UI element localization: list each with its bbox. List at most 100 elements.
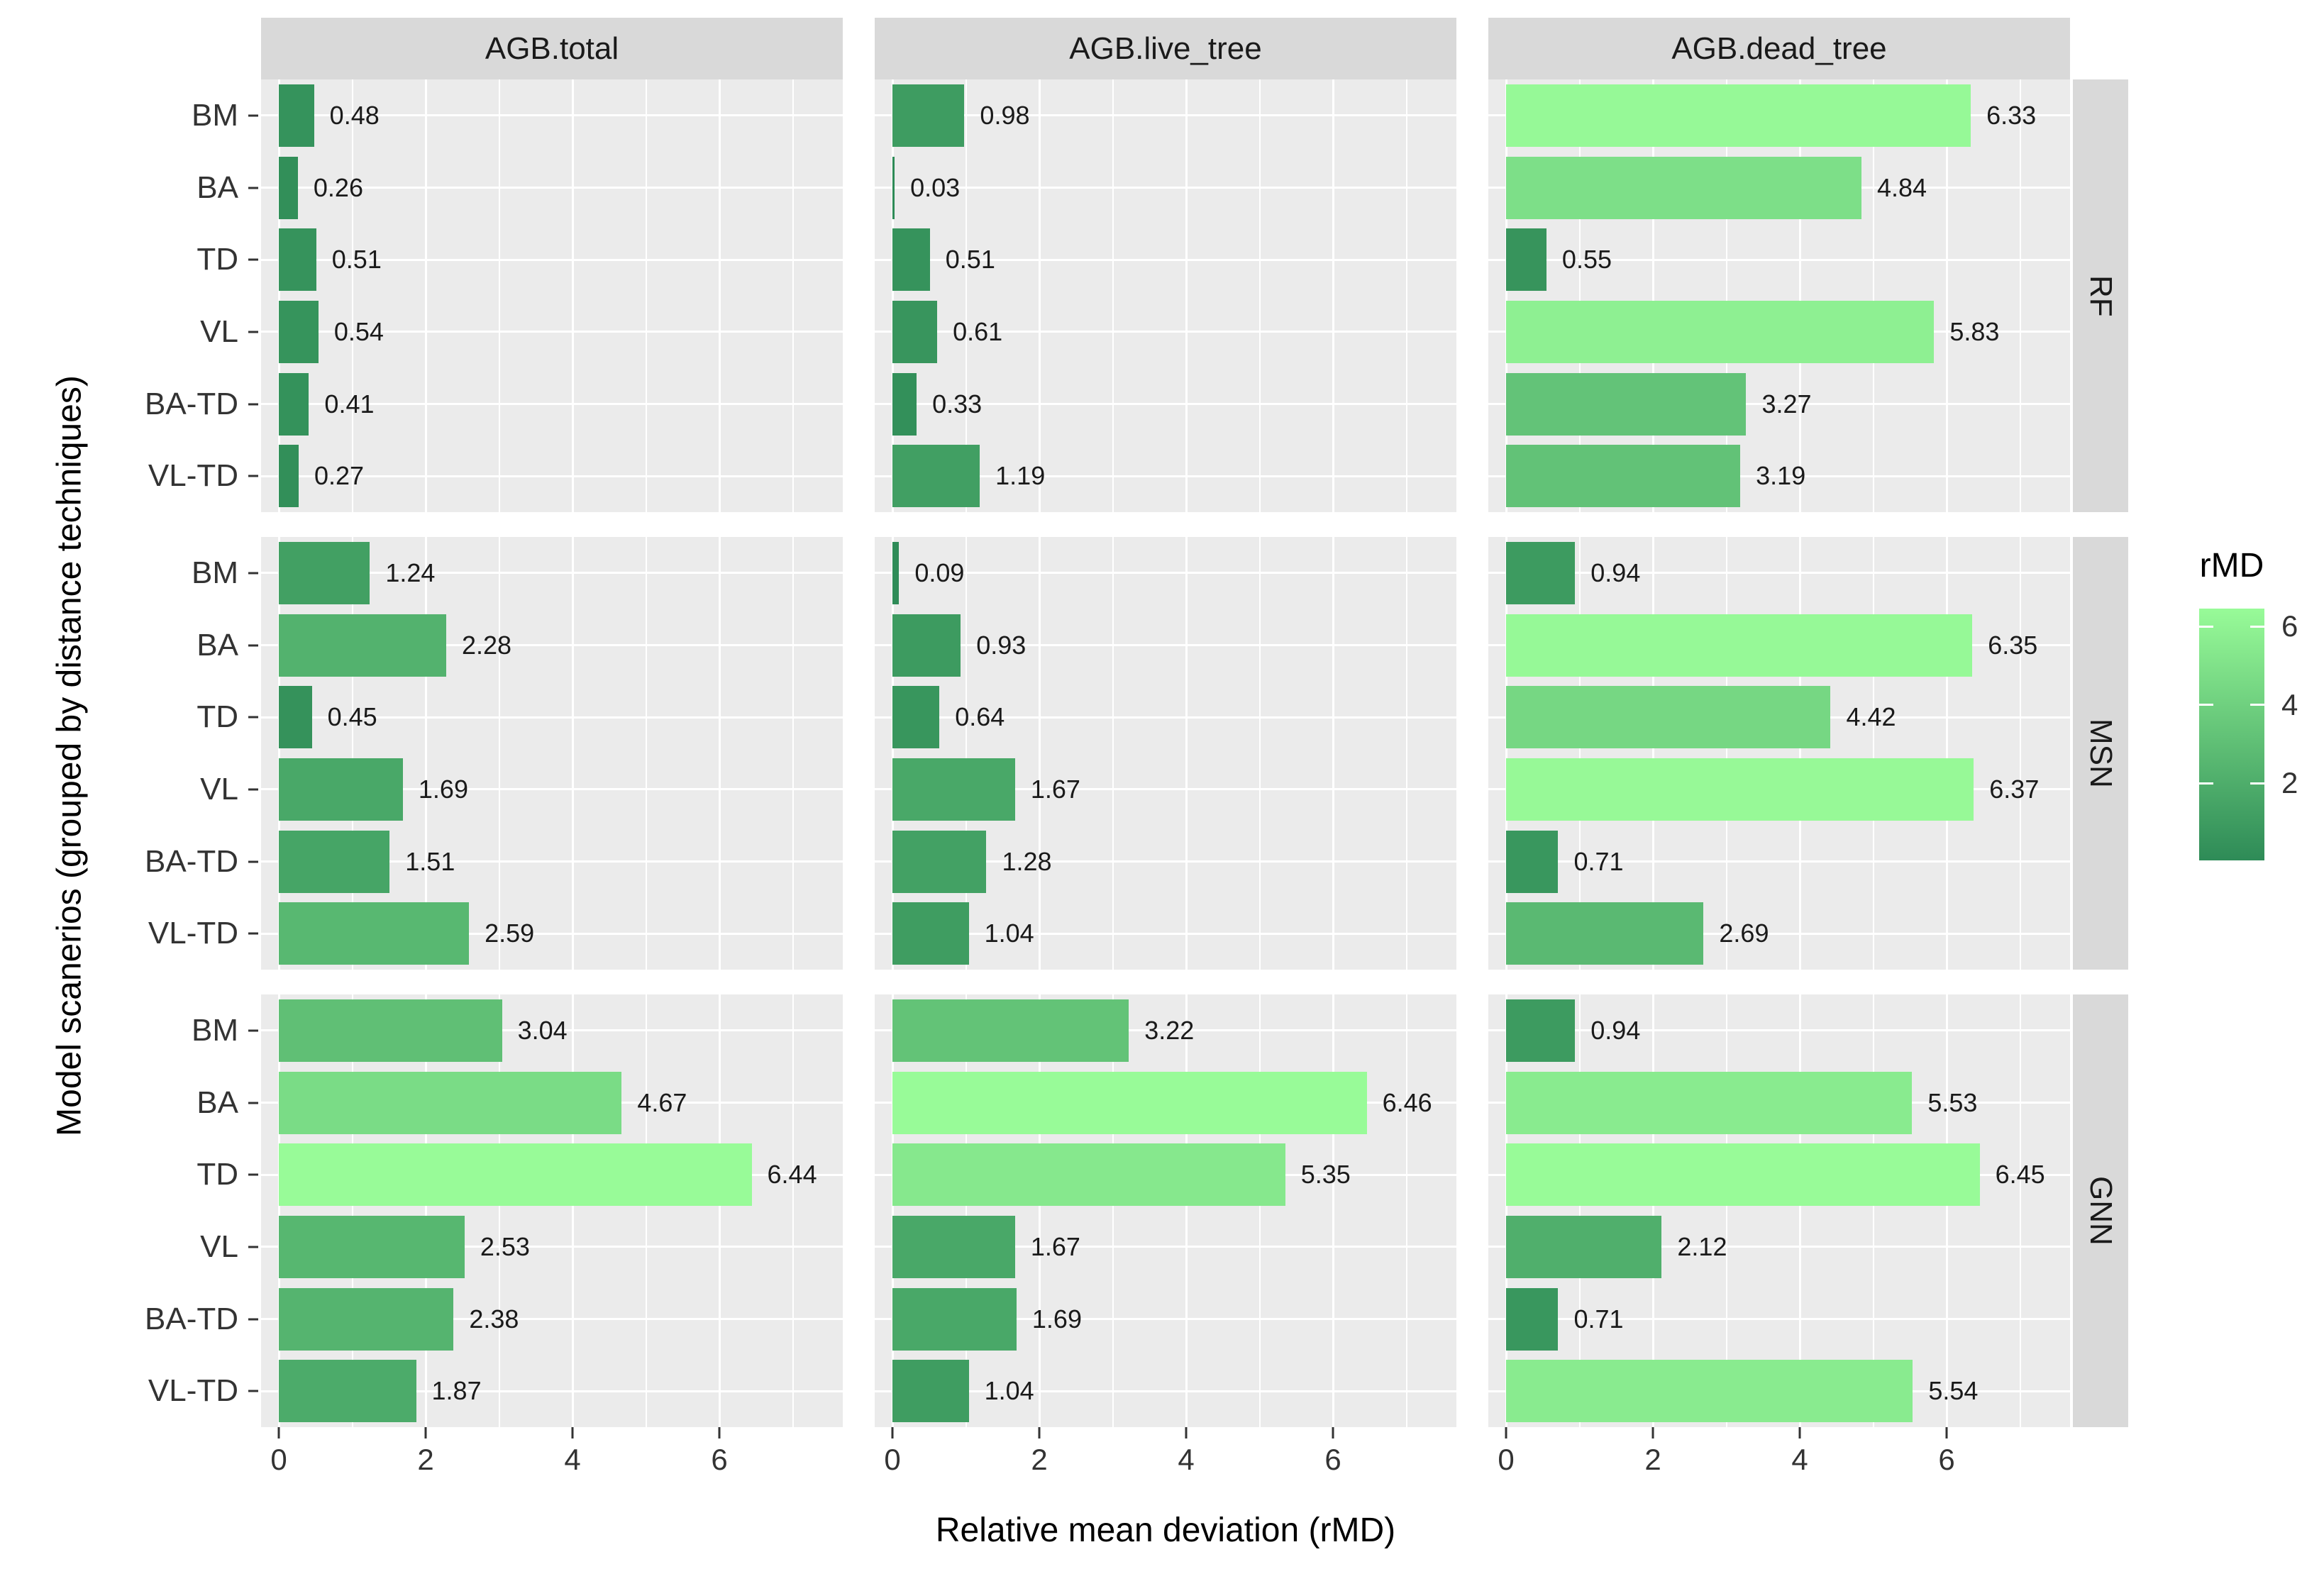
major-gridline [718, 79, 721, 512]
bar-value-label: 2.53 [480, 1231, 530, 1261]
bar-value-label: 0.51 [945, 245, 995, 275]
y-axis-category-label: BA [197, 627, 238, 663]
x-axis-tick-label: 4 [1178, 1443, 1195, 1476]
bar-value-label: 0.71 [1573, 1304, 1624, 1334]
major-gridline [424, 994, 427, 1427]
minor-gridline [1258, 994, 1261, 1427]
bar-value-label: 6.37 [1989, 774, 2040, 804]
x-axis-tick-label: 2 [1031, 1443, 1048, 1476]
category-gridline [261, 788, 843, 791]
bar-value-label: 0.55 [1561, 245, 1612, 275]
legend-tick-mark [2250, 704, 2264, 706]
category-gridline [1488, 258, 2070, 261]
bar [1506, 1360, 1913, 1423]
bar-value-label: 5.35 [1300, 1160, 1351, 1190]
minor-gridline [1112, 994, 1114, 1427]
x-axis-title: Relative mean deviation (rMD) [935, 1512, 1396, 1549]
bar-value-label: 2.69 [1719, 919, 1769, 948]
major-gridline [1038, 537, 1041, 970]
bar [892, 84, 965, 147]
legend-tick-label: 6 [2281, 609, 2298, 643]
bar-value-label: 0.09 [914, 558, 965, 587]
major-gridline [1945, 537, 1948, 970]
y-axis-category-label: VL [200, 314, 238, 349]
x-axis-tick-label: 6 [1938, 1443, 1955, 1476]
minor-gridline [1872, 79, 1874, 512]
y-axis-category-label: BA-TD [145, 386, 238, 421]
legend-tick-mark [2199, 625, 2213, 628]
legend: rMD 6 4 2 [2185, 546, 2324, 887]
bar [279, 541, 370, 604]
category-gridline [261, 572, 843, 575]
category-gridline [261, 187, 843, 189]
category-gridline [1488, 475, 2070, 477]
major-gridline [1185, 537, 1188, 970]
bar-value-label: 0.48 [329, 100, 380, 130]
x-axis-tick-mark [1185, 1427, 1188, 1438]
y-axis-tick-mark [248, 1318, 258, 1320]
bar [892, 1071, 1367, 1134]
bar [279, 1287, 454, 1351]
bar [892, 758, 1015, 821]
facet-column-strip: AGB.dead_tree [1488, 18, 2070, 79]
x-axis-tick-mark [277, 1427, 280, 1438]
bar-value-label: 0.41 [324, 389, 375, 418]
bar [892, 686, 940, 749]
bar-value-label: 0.93 [976, 630, 1027, 660]
category-gridline [261, 644, 843, 646]
facet-panel: 0.98 0.03 0.51 0.61 0.33 1.19 [875, 79, 1456, 512]
legend-tick-mark [2250, 625, 2264, 628]
category-gridline [875, 403, 1456, 405]
bar-value-label: 6.46 [1382, 1087, 1432, 1117]
category-gridline [261, 258, 843, 261]
y-axis-category-label: BA [197, 1085, 238, 1120]
bar-value-label: 0.51 [331, 245, 382, 275]
minor-gridline [1258, 537, 1261, 970]
category-gridline [261, 932, 843, 935]
facet-row-strip: MSN [2073, 537, 2128, 970]
facet-panel: 0.94 5.53 6.45 2.12 0.71 5.54 [1488, 994, 2070, 1427]
category-gridline [261, 1246, 843, 1248]
facet-panel: 0.09 0.93 0.64 1.67 1.28 1.04 [875, 537, 1456, 970]
bar-value-label: 0.33 [932, 389, 983, 418]
bar [1506, 614, 1973, 677]
minor-gridline [1405, 79, 1407, 512]
major-gridline [277, 994, 280, 1427]
facet-panel: 6.33 4.84 0.55 5.83 3.27 3.19 [1488, 79, 2070, 512]
bar [279, 445, 299, 508]
bar [279, 156, 298, 219]
category-gridline [875, 1029, 1456, 1032]
major-gridline [571, 79, 574, 512]
y-axis-category-label: TD [197, 242, 238, 277]
major-gridline [891, 994, 894, 1427]
category-gridline [875, 644, 1456, 646]
minor-gridline [965, 994, 967, 1427]
major-gridline [718, 994, 721, 1427]
bar [279, 902, 470, 965]
major-gridline [891, 79, 894, 512]
facet-column-strip: AGB.live_tree [875, 18, 1456, 79]
bar [1506, 902, 1704, 965]
major-gridline [1945, 79, 1948, 512]
bar-value-label: 1.24 [385, 558, 436, 587]
bar [279, 1143, 752, 1207]
y-axis-tick-mark [248, 475, 258, 477]
legend-tick-mark [2199, 782, 2213, 785]
facet-panel: 0.48 0.26 0.51 0.54 0.41 0.27 [261, 79, 843, 512]
bar [892, 999, 1129, 1062]
major-gridline [1038, 79, 1041, 512]
major-gridline [1332, 537, 1334, 970]
category-gridline [261, 716, 843, 719]
minor-gridline [1578, 994, 1581, 1427]
y-axis-tick-mark [248, 644, 258, 646]
bar [892, 902, 969, 965]
y-axis-tick-mark [248, 860, 258, 863]
y-axis-tick-mark [248, 258, 258, 261]
minor-gridline [792, 994, 794, 1427]
bar [1506, 1287, 1559, 1351]
bar-value-label: 4.67 [637, 1087, 687, 1117]
x-axis-tick-label: 2 [1644, 1443, 1661, 1476]
bar [279, 830, 390, 893]
major-gridline [277, 537, 280, 970]
